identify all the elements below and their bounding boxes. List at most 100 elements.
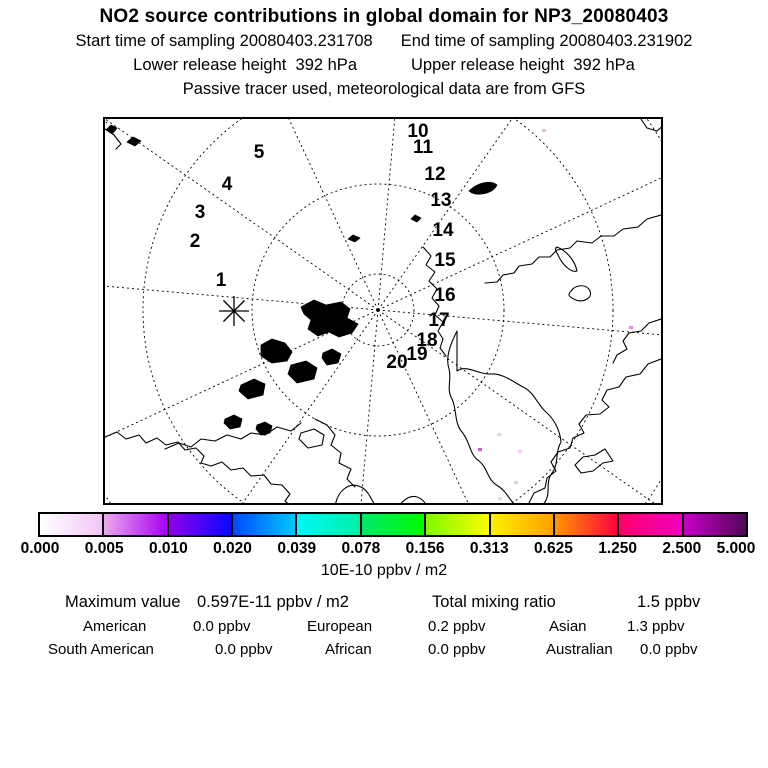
coastline xyxy=(105,431,291,503)
colorbar-segment xyxy=(166,514,232,535)
island xyxy=(260,338,293,364)
coastline xyxy=(612,318,661,364)
region-label-south-american: South American xyxy=(48,641,154,658)
trajectory-point-label: 2 xyxy=(190,231,201,252)
total-mixing-ratio-label: Total mixing ratio xyxy=(432,593,556,611)
page-title: NO2 source contributions in global domai… xyxy=(99,6,669,27)
region-value-african: 0.0 ppbv xyxy=(428,641,486,658)
trajectory-point-label: 1 xyxy=(216,270,227,291)
total-mixing-ratio-value: 1.5 ppbv xyxy=(637,593,701,611)
coastline xyxy=(335,484,426,503)
meridian-line xyxy=(105,309,379,438)
trajectory-point-label: 20 xyxy=(386,352,407,373)
coastline xyxy=(568,285,592,302)
latitude-circle xyxy=(105,119,661,503)
region-label-australian: Australian xyxy=(546,641,613,658)
meridian-line xyxy=(242,309,379,503)
coastline xyxy=(105,128,122,150)
island xyxy=(255,421,273,436)
coastline xyxy=(528,358,661,503)
trajectory-point-label: 11 xyxy=(413,137,434,158)
tracer-pixel xyxy=(518,450,522,453)
island xyxy=(126,136,142,147)
lower-release-text: Lower release height 392 hPa xyxy=(133,56,357,74)
colorbar-segment xyxy=(552,514,618,535)
coastline xyxy=(164,422,302,450)
trajectory-point-label: 14 xyxy=(432,220,454,241)
colorbar-tick-label: 0.156 xyxy=(405,540,445,557)
coastline xyxy=(574,448,614,474)
region-label-european: European xyxy=(307,618,373,635)
colorbar-tick-label: 0.000 xyxy=(20,540,60,557)
tracer-pixel xyxy=(478,448,482,451)
trajectory-point-label: 16 xyxy=(434,285,455,306)
trajectory-point-label: 4 xyxy=(222,174,233,195)
island xyxy=(105,124,118,134)
colorbar-ticks: 0.000 0.005 0.010 0.020 0.039 0.078 0.156 0.313… xyxy=(0,540,768,558)
island xyxy=(321,348,342,366)
region-value-american: 0.0 ppbv xyxy=(193,618,251,635)
region-value-asian: 1.3 ppbv xyxy=(627,618,685,635)
colorbar-units-label: 10E-10 ppbv / m2 xyxy=(320,562,448,579)
colorbar-tick-label: 0.039 xyxy=(277,540,317,557)
tracer-pixel xyxy=(629,326,633,329)
maximum-value-label: Maximum value xyxy=(65,593,181,611)
island xyxy=(223,414,243,430)
trajectory-point-label: 19 xyxy=(406,344,427,365)
end-time-text: End time of sampling 20080403.231902 xyxy=(400,32,693,50)
region-label-african: African xyxy=(325,641,372,658)
island xyxy=(468,181,498,195)
meridian-line xyxy=(105,119,379,311)
island xyxy=(300,299,359,338)
coastline xyxy=(484,214,661,284)
colorbar-segment xyxy=(681,514,746,535)
colorbar-tick-label: 2.500 xyxy=(662,540,702,557)
trajectory-point-label: 18 xyxy=(416,330,437,351)
island xyxy=(410,214,422,223)
trajectory-point-label: 17 xyxy=(428,310,449,331)
coastline xyxy=(298,428,325,449)
region-value-south-american: 0.0 ppbv xyxy=(215,641,273,658)
colorbar-segment xyxy=(488,514,553,535)
trajectory-point-label: 5 xyxy=(254,142,265,163)
region-label-american: American xyxy=(83,618,147,635)
region-label-asian: Asian xyxy=(549,618,587,635)
start-time-text: Start time of sampling 20080403.231708 xyxy=(75,32,373,50)
maximum-value-text: 0.597E-11 ppbv / m2 xyxy=(197,593,349,611)
colorbar-segment xyxy=(359,514,425,535)
meridian-line xyxy=(288,119,379,311)
trajectory-point-label: 13 xyxy=(430,190,451,211)
tracer-pixel xyxy=(498,497,502,500)
colorbar-tick-label: 0.625 xyxy=(534,540,573,557)
colorbar-segment xyxy=(295,514,360,535)
colorbar-tick-label: 0.010 xyxy=(148,540,188,557)
colorbar-tick-label: 0.005 xyxy=(84,540,124,557)
coastline xyxy=(422,246,447,357)
colorbar-segment xyxy=(102,514,167,535)
latitude-circle xyxy=(251,183,505,437)
region-value-australian: 0.0 ppbv xyxy=(640,641,698,658)
colorbar-segment xyxy=(617,514,682,535)
colorbar-tick-label: 5.000 xyxy=(716,540,756,557)
colorbar-segment xyxy=(424,514,489,535)
tracer-pixel xyxy=(542,129,546,132)
release-heights-line: Lower release height 392 hPa Upper releas… xyxy=(0,56,768,75)
latitude-circle xyxy=(142,119,614,503)
trajectory-point-label: 10 xyxy=(407,121,428,142)
coastline xyxy=(314,418,356,488)
colorbar-tick-label: 1.250 xyxy=(598,540,638,557)
region-value-european: 0.2 ppbv xyxy=(428,618,486,635)
coastline xyxy=(447,330,562,503)
sampling-times-line: Start time of sampling 20080403.231708 En… xyxy=(0,32,768,51)
trajectory-point-label: 15 xyxy=(434,250,456,271)
colorbar-segment xyxy=(231,514,296,535)
coastline xyxy=(554,246,578,272)
tracer-note-line: Passive tracer used, meteorological data… xyxy=(182,80,586,98)
colorbar-tick-label: 0.020 xyxy=(213,540,252,557)
colorbar-tick-label: 0.078 xyxy=(341,540,381,557)
polar-map-panel: 1 2 3 4 5 10 11 12 13 14 15 16 17 18 19 20 xyxy=(103,117,663,505)
latitude-circle xyxy=(341,273,415,347)
trajectory-point-label: 3 xyxy=(195,202,206,223)
